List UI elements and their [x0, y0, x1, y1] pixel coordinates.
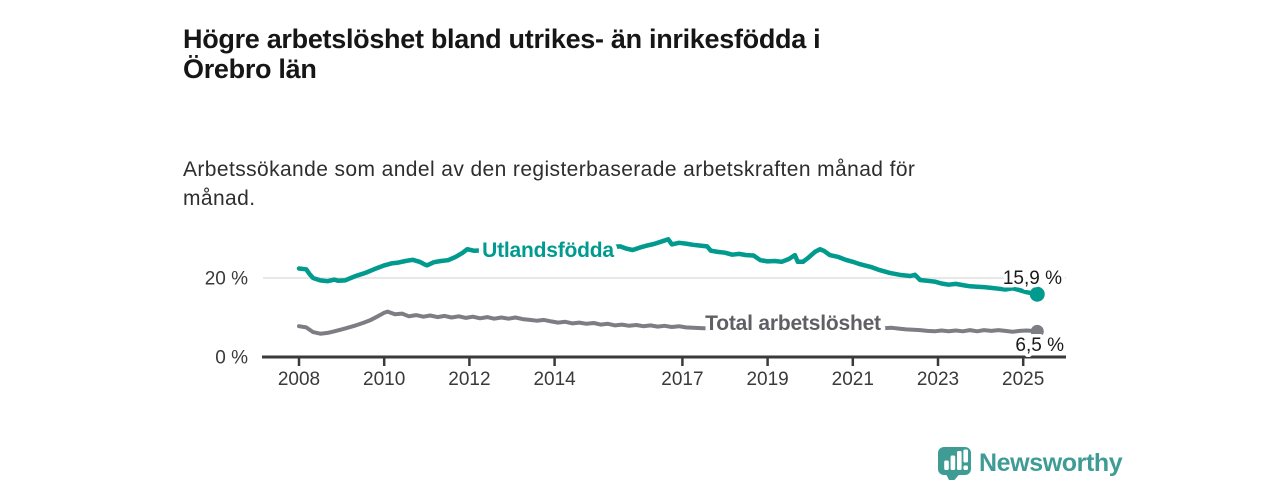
x-tick-label-2014: 2014 [533, 369, 576, 390]
y-tick-label-20: 20 % [205, 269, 248, 290]
x-tick-label-2021: 2021 [832, 369, 874, 390]
end-value-label-utlandsf-dda: 15,9 % [1003, 268, 1062, 289]
chart-subtitle: Arbetssökande som andel av den registerb… [183, 158, 916, 210]
series-label-total-arbetsl-shet: Total arbetslöshet [705, 312, 881, 335]
x-tick-label-2017: 2017 [661, 369, 703, 390]
x-tick-label-2010: 2010 [363, 369, 405, 390]
logo-text: Newsworthy [979, 449, 1123, 477]
end-value-label-total-arbetsl-shet: 6,5 % [1015, 335, 1064, 356]
series-end-dot-total-arbetsl-shet [1030, 324, 1044, 338]
series-line-total-arbetsl-shet [297, 309, 1040, 336]
bar-chart-speech-bubble-icon [938, 447, 971, 480]
x-tick-label-2012: 2012 [448, 369, 490, 390]
series-end-dot-utlandsf-dda [1029, 286, 1045, 302]
x-tick-label-2023: 2023 [917, 369, 959, 390]
series-line-utlandsf-dda [296, 237, 1040, 297]
x-tick-label-2025: 2025 [1002, 369, 1044, 390]
series-label-utlandsf-dda: Utlandsfödda [482, 239, 614, 262]
x-tick-label-2008: 2008 [278, 369, 320, 390]
y-tick-label-0: 0 % [215, 348, 248, 369]
x-tick-label-2019: 2019 [746, 369, 788, 390]
page-title: Högre arbetslöshet bland utrikes- än inr… [183, 24, 821, 85]
newsworthy-logo[interactable]: Newsworthy [930, 438, 1210, 480]
